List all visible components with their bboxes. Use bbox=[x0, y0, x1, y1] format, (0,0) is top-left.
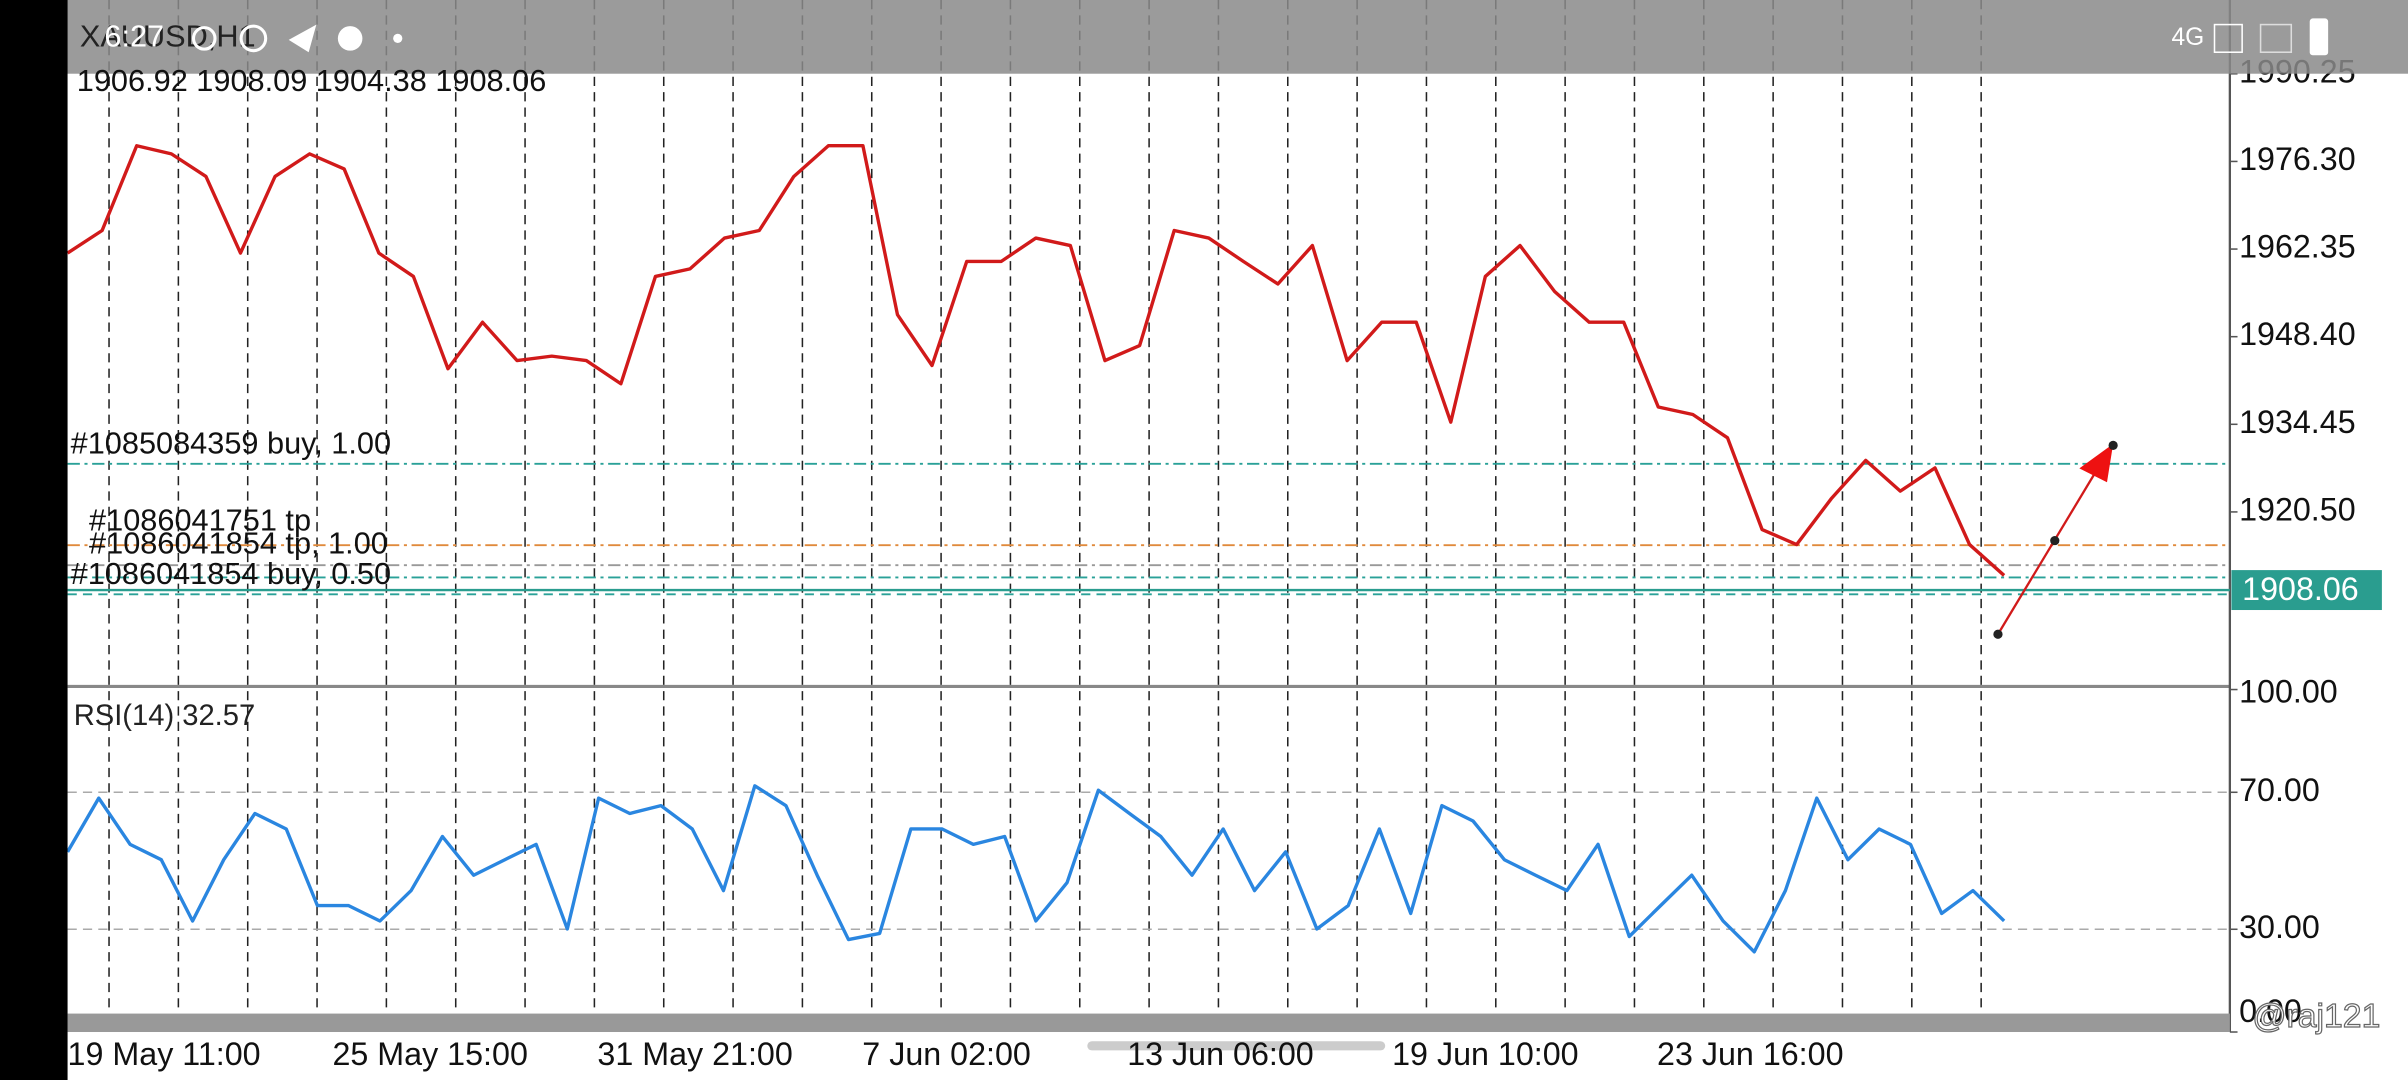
y-tick-label: 1948.40 bbox=[2239, 316, 2356, 352]
y-tick-label: 100.00 bbox=[2239, 674, 2338, 710]
x-tick-label: 31 May 21:00 bbox=[597, 1036, 792, 1072]
signal-icon bbox=[2259, 23, 2293, 53]
network: 4G bbox=[2171, 24, 2204, 51]
y-tick-label: 1962.35 bbox=[2239, 229, 2356, 265]
order-label: #1085084359 buy, 1.00 bbox=[71, 425, 391, 460]
ohlc: 1906.92 1908.09 1904.38 1908.06 bbox=[77, 63, 547, 98]
y-tick-label: 1920.50 bbox=[2239, 491, 2356, 527]
order-label: #1086041751 tp bbox=[89, 502, 311, 537]
bottom-bar bbox=[67, 1013, 2230, 1033]
y-tick-label: 1976.30 bbox=[2239, 141, 2356, 177]
time-axis: 19 May 11:00 25 May 15:00 31 May 21:00 7 Ju… bbox=[68, 1036, 1844, 1072]
x-tick-label: 19 Jun 10:00 bbox=[1392, 1036, 1578, 1072]
x-tick-label: 23 Jun 16:00 bbox=[1657, 1036, 1843, 1072]
arrow-point bbox=[2050, 535, 2060, 546]
symbol: XAUUSD,H1 bbox=[80, 19, 256, 54]
status-icon bbox=[239, 24, 268, 53]
current-price-box bbox=[2231, 570, 2382, 611]
order-label: #1086041854 buy, 0.50 bbox=[71, 556, 391, 591]
arrow-point bbox=[2108, 440, 2118, 450]
status-icon bbox=[288, 24, 317, 53]
status-icon bbox=[191, 26, 217, 51]
x-tick-label: 25 May 15:00 bbox=[332, 1036, 527, 1072]
order-label: #1086041854 tp, 1.00 bbox=[89, 525, 388, 560]
home-indicator bbox=[1087, 1041, 1386, 1051]
arrow-shaft bbox=[1996, 467, 2099, 635]
left-bar bbox=[0, 0, 68, 1080]
rsi-title: RSI(14) 32.57 bbox=[74, 700, 256, 732]
x-tick-label: 7 Jun 02:00 bbox=[862, 1036, 1031, 1072]
arrow-point bbox=[1993, 629, 2003, 639]
y-tick-label: 30.00 bbox=[2239, 909, 2320, 945]
current-price-label: 1908.06 bbox=[2242, 571, 2359, 607]
x-tick-label: 19 May 11:00 bbox=[68, 1036, 261, 1072]
battery-icon bbox=[2309, 18, 2329, 56]
x-tick-label: 13 Jun 06:00 bbox=[1127, 1036, 1313, 1072]
y-tick-label: 0.00 bbox=[2239, 993, 2302, 1029]
signal-icon bbox=[2213, 23, 2243, 53]
arrow-head bbox=[2079, 443, 2114, 483]
series-line bbox=[66, 144, 2006, 577]
status-icon bbox=[393, 33, 403, 44]
y-tick-label: 1934.45 bbox=[2239, 404, 2356, 440]
status-icon bbox=[337, 26, 363, 51]
status-time: 6:27 bbox=[104, 19, 164, 54]
y-tick-label: 70.00 bbox=[2239, 772, 2320, 808]
series-line bbox=[66, 784, 2006, 954]
watermark: @raj121 bbox=[2252, 997, 2380, 1035]
